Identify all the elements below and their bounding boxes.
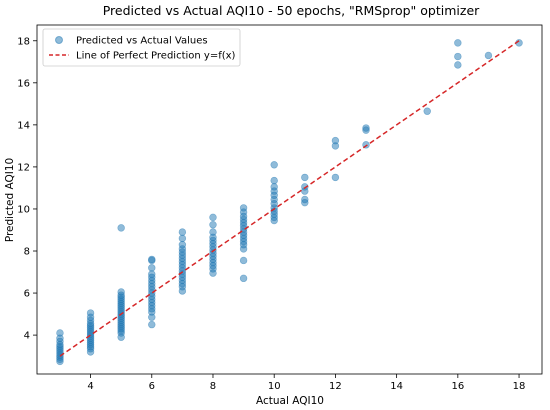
data-point [239, 274, 248, 283]
data-point [270, 183, 278, 191]
data-point [331, 136, 340, 145]
data-point [331, 173, 340, 182]
y-axis-ticks: 4 6 8 10 12 14 16 18 [17, 36, 37, 342]
x-tick-label: 14 [390, 381, 403, 392]
data-point [117, 224, 125, 232]
chart-title: Predicted vs Actual AQI10 - 50 epochs, "… [103, 3, 480, 18]
legend-box [42, 28, 241, 67]
legend-marker-scatter [55, 36, 63, 44]
x-tick-label: 18 [513, 381, 526, 392]
x-tick-label: 10 [268, 381, 281, 392]
data-point [239, 256, 248, 265]
legend-label-scatter: Predicted vs Actual Values [76, 36, 208, 47]
x-tick-label: 8 [210, 381, 216, 392]
data-point [56, 329, 64, 337]
y-tick-label: 16 [17, 78, 30, 89]
x-tick-label: 6 [149, 381, 155, 392]
data-point [148, 270, 156, 278]
data-point [301, 173, 309, 182]
data-point [239, 204, 248, 212]
data-point [454, 61, 462, 69]
legend: Predicted vs Actual Values Line of Perfe… [42, 28, 241, 67]
y-tick-label: 10 [17, 204, 30, 215]
y-tick-label: 18 [17, 36, 30, 47]
data-point [148, 255, 156, 264]
data-point [454, 52, 462, 61]
legend-label-line: Line of Perfect Prediction y=f(x) [76, 51, 236, 62]
data-point [484, 51, 493, 60]
x-tick-label: 4 [87, 381, 93, 392]
scatter-points [56, 39, 523, 366]
data-point [209, 228, 217, 236]
x-tick-label: 12 [329, 381, 342, 392]
y-tick-label: 6 [24, 289, 30, 300]
y-tick-label: 12 [17, 162, 30, 173]
data-point [117, 288, 125, 296]
data-point [301, 195, 309, 204]
data-point [148, 264, 156, 272]
data-point [209, 213, 217, 222]
data-point [423, 107, 431, 115]
perfect-prediction-line-group [59, 40, 520, 357]
data-point [178, 234, 187, 243]
data-point [86, 309, 95, 317]
y-tick-label: 14 [17, 120, 30, 131]
x-axis-label: Actual AQI10 [256, 395, 324, 407]
x-axis-ticks: 4 6 8 10 12 14 16 18 [87, 374, 525, 392]
x-tick-label: 16 [451, 381, 464, 392]
perfect-prediction-line [59, 40, 520, 357]
data-point [270, 176, 278, 185]
data-point [270, 161, 278, 169]
data-point [301, 183, 309, 191]
y-axis-label: Predicted AQI10 [4, 158, 16, 242]
data-point [148, 320, 156, 329]
data-point [209, 221, 217, 229]
data-point [178, 241, 187, 249]
y-tick-label: 8 [24, 247, 30, 258]
data-point [178, 228, 187, 236]
y-tick-label: 4 [24, 331, 30, 342]
data-point [362, 124, 370, 132]
data-point [454, 39, 462, 47]
